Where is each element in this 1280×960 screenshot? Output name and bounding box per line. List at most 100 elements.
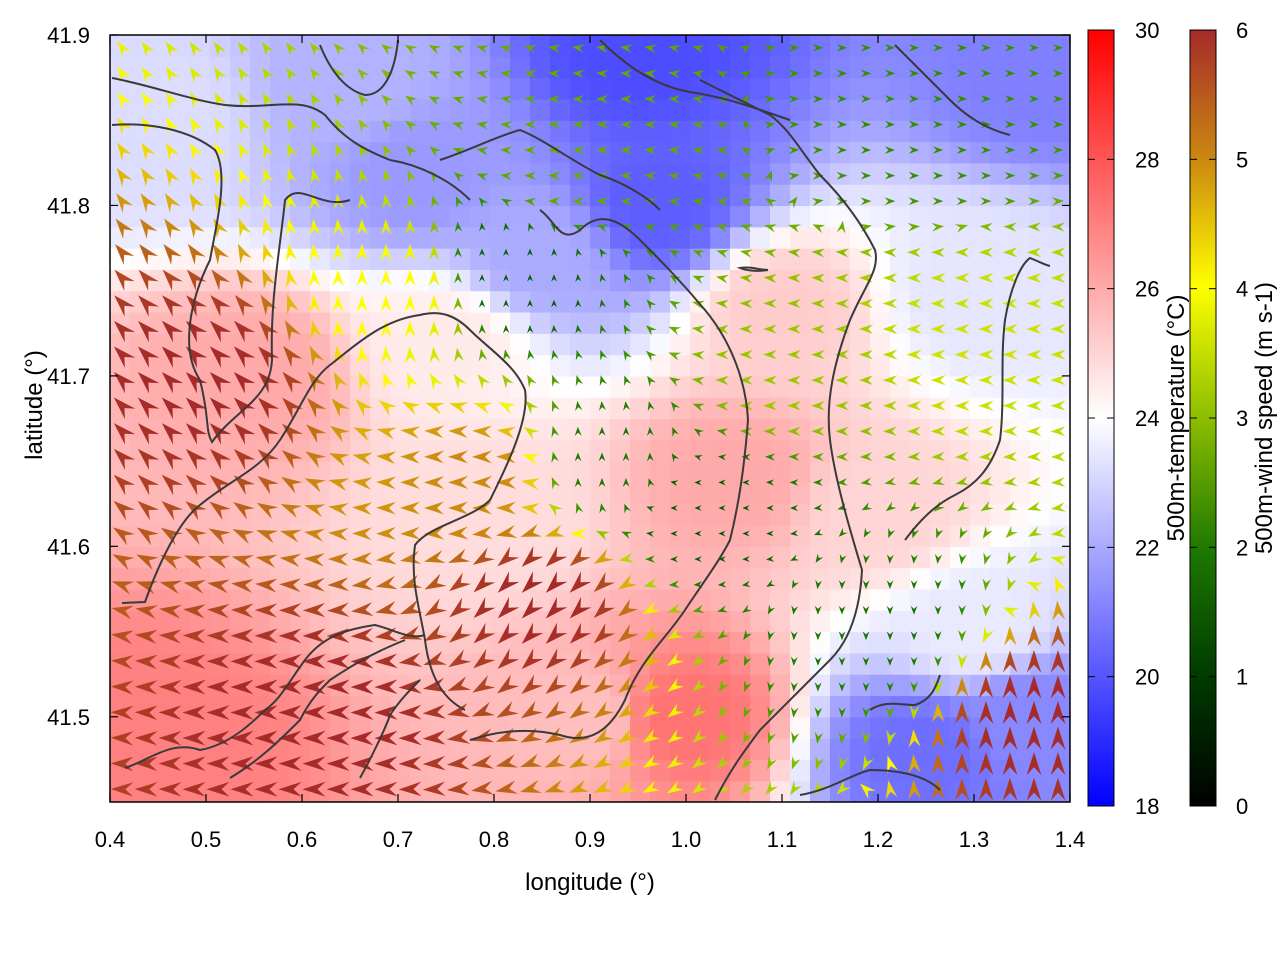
wind-arrow	[954, 726, 970, 750]
heatmap-cell	[150, 482, 171, 505]
wind-arrow	[230, 705, 254, 720]
wind-arrow	[1026, 349, 1042, 360]
heatmap-cell	[810, 354, 831, 377]
heatmap-cell	[270, 738, 291, 760]
heatmap-cell	[630, 546, 651, 569]
heatmap-cell	[150, 674, 171, 697]
wind-arrow	[404, 269, 416, 287]
wind-arrow	[358, 168, 369, 184]
wind-arrow	[185, 423, 208, 445]
heatmap-cell	[910, 226, 931, 249]
heatmap-cell	[650, 738, 671, 760]
wind-arrow	[189, 193, 204, 213]
heatmap-cell	[910, 354, 931, 377]
heatmap-cell	[870, 418, 891, 441]
wind-arrow	[137, 320, 160, 343]
contour-line	[111, 77, 471, 201]
wind-arrow	[767, 755, 777, 770]
heatmap-cell	[890, 738, 911, 760]
heatmap-cell	[850, 141, 871, 164]
heatmap-cell	[310, 77, 331, 100]
wind-arrow	[692, 653, 707, 666]
heatmap-cell	[810, 525, 831, 547]
heatmap-cell	[770, 716, 791, 739]
wind-arrow	[932, 69, 944, 78]
wind-arrow	[302, 628, 326, 644]
wind-arrow	[523, 426, 540, 440]
wind-arrow	[263, 167, 274, 185]
wind-arrow	[116, 142, 132, 161]
wind-arrow	[644, 224, 657, 233]
heatmap-cell	[730, 290, 751, 313]
heatmap-cell	[750, 226, 771, 249]
wind-arrow	[206, 654, 230, 669]
wind-arrow	[473, 622, 496, 644]
heatmap-cell	[710, 184, 731, 207]
wind-arrow	[452, 45, 466, 54]
wind-arrow	[978, 752, 994, 776]
wind-arrow	[622, 452, 630, 462]
wind-arrow	[668, 44, 681, 53]
wind-arrow	[262, 218, 274, 237]
wind-arrow	[454, 247, 462, 258]
wind-arrow	[254, 628, 278, 644]
wind-arrow	[617, 574, 638, 590]
wind-arrow	[931, 451, 946, 462]
wind-arrow	[237, 41, 251, 57]
wind-arrow	[528, 222, 535, 232]
wind-arrow	[908, 197, 920, 206]
colorbar-tick-label: 4	[1236, 277, 1248, 302]
wind-arrow	[790, 706, 799, 718]
heatmap-cell	[470, 77, 491, 100]
wind-arrow	[931, 753, 946, 775]
heatmap-cell	[950, 226, 971, 249]
wind-arrow	[333, 218, 344, 236]
heatmap-cell	[250, 482, 271, 505]
colorbar-tick-label: 30	[1135, 18, 1159, 43]
heatmap-cell	[410, 354, 431, 377]
heatmap-cell	[430, 397, 451, 420]
wind-arrow	[930, 349, 946, 360]
wind-arrow	[691, 325, 706, 335]
wind-arrow	[930, 323, 946, 335]
heatmap-cell	[1030, 290, 1051, 313]
wind-arrow	[350, 781, 374, 797]
heatmap-cell	[910, 269, 931, 292]
heatmap-cell	[950, 439, 971, 462]
wind-arrow	[959, 526, 968, 539]
heatmap-cell	[870, 716, 891, 739]
heatmap-cell	[350, 248, 371, 270]
heatmap-cell	[510, 716, 531, 739]
wind-arrow	[599, 324, 607, 335]
wind-arrow	[374, 781, 398, 797]
wind-arrow	[471, 780, 494, 795]
wind-arrow	[158, 756, 182, 772]
heatmap-cell	[690, 333, 711, 356]
wind-arrow	[886, 580, 894, 590]
heatmap-cell	[750, 333, 771, 356]
wind-arrow	[812, 146, 824, 155]
heatmap-cell	[690, 631, 711, 654]
wind-arrow	[114, 269, 135, 291]
heatmap-cell	[910, 290, 931, 313]
heatmap-cell	[890, 482, 911, 505]
heatmap-cell	[850, 738, 871, 760]
wind-arrow	[811, 401, 825, 411]
heatmap-cell	[1050, 588, 1070, 611]
wind-arrow	[525, 400, 539, 415]
heatmap-cell	[610, 546, 631, 569]
heatmap-cell	[770, 631, 791, 654]
wind-arrow	[955, 476, 970, 486]
heatmap-cell	[930, 162, 951, 185]
heatmap-cell	[690, 695, 711, 718]
wind-arrow	[886, 682, 894, 692]
colorbar-tick-label: 24	[1135, 406, 1159, 431]
heatmap-cell	[350, 98, 371, 121]
heatmap-cell	[630, 226, 651, 249]
wind-arrow	[718, 505, 726, 511]
heatmap-cell	[470, 226, 491, 249]
heatmap-cell	[690, 98, 711, 121]
wind-arrow	[161, 320, 184, 343]
heatmap-cell	[890, 120, 911, 143]
wind-arrow	[717, 605, 728, 613]
